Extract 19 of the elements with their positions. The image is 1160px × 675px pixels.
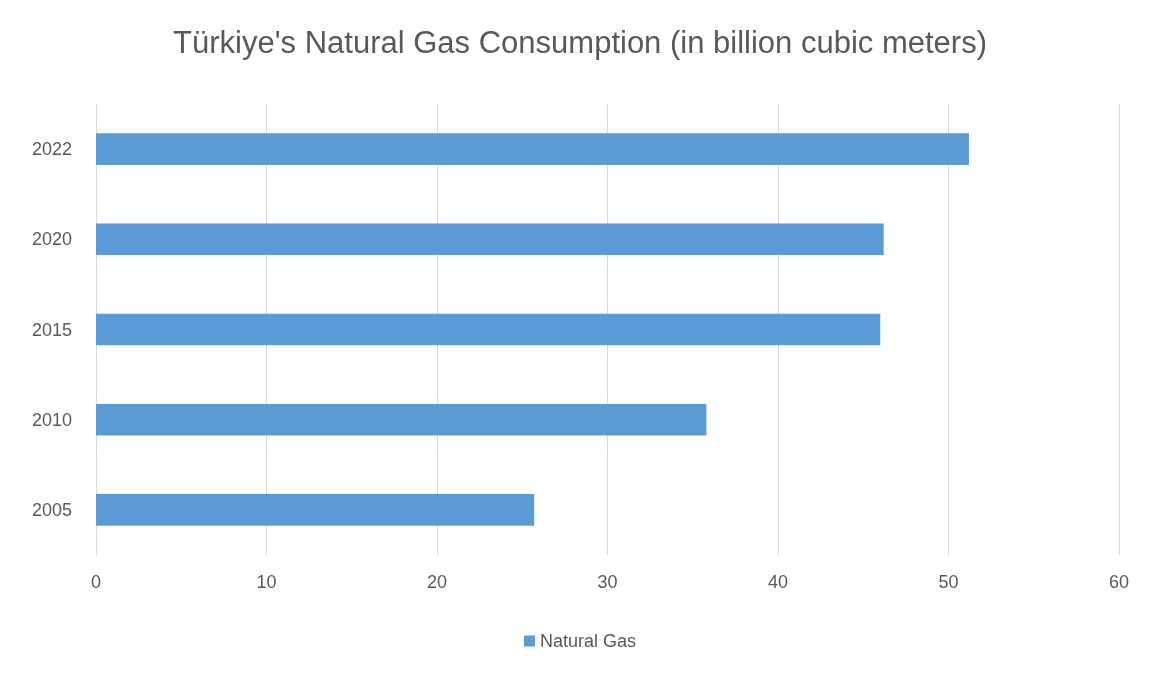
bar — [96, 313, 881, 346]
y-tick-label: 2015 — [31, 319, 72, 340]
x-tick-label: 50 — [938, 572, 959, 592]
x-tick-label: 60 — [1108, 572, 1130, 592]
x-tick-label: 40 — [767, 572, 789, 592]
y-tick-label: 2010 — [31, 409, 72, 430]
bar — [96, 494, 535, 526]
y-tick-label: 2020 — [31, 229, 72, 250]
y-tick-label: 2022 — [31, 139, 72, 160]
bar — [96, 133, 969, 165]
bar — [96, 403, 707, 436]
y-tick-label: 2005 — [31, 499, 72, 520]
legend-label: Natural Gas — [539, 631, 637, 651]
x-tick-label: 0 — [90, 572, 102, 592]
x-tick-label: 20 — [426, 572, 448, 592]
x-tick-label: 30 — [597, 572, 618, 592]
bar — [96, 223, 884, 256]
x-tick-label: 10 — [256, 572, 277, 592]
chart-title: Türkiye's Natural Gas Consumption (in billion cubic meters) — [173, 25, 987, 60]
